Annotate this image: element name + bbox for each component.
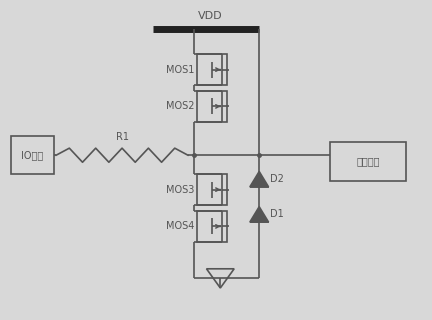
Text: MOS4: MOS4 [166, 221, 194, 231]
Bar [330, 142, 406, 181]
Bar [197, 54, 227, 85]
Text: MOS1: MOS1 [166, 65, 194, 75]
Text: 内部电路: 内部电路 [356, 156, 380, 167]
Text: MOS3: MOS3 [166, 185, 194, 195]
Polygon shape [250, 172, 269, 187]
Bar [197, 91, 227, 122]
Bar [197, 174, 227, 205]
Text: VDD: VDD [198, 11, 223, 21]
Polygon shape [206, 269, 234, 288]
Text: D1: D1 [270, 209, 284, 220]
Polygon shape [250, 207, 269, 222]
Bar [11, 136, 54, 174]
Bar [197, 211, 227, 242]
Text: R1: R1 [115, 132, 129, 142]
Text: MOS2: MOS2 [166, 101, 194, 111]
Text: IO端口: IO端口 [21, 150, 44, 160]
Text: D2: D2 [270, 174, 284, 184]
